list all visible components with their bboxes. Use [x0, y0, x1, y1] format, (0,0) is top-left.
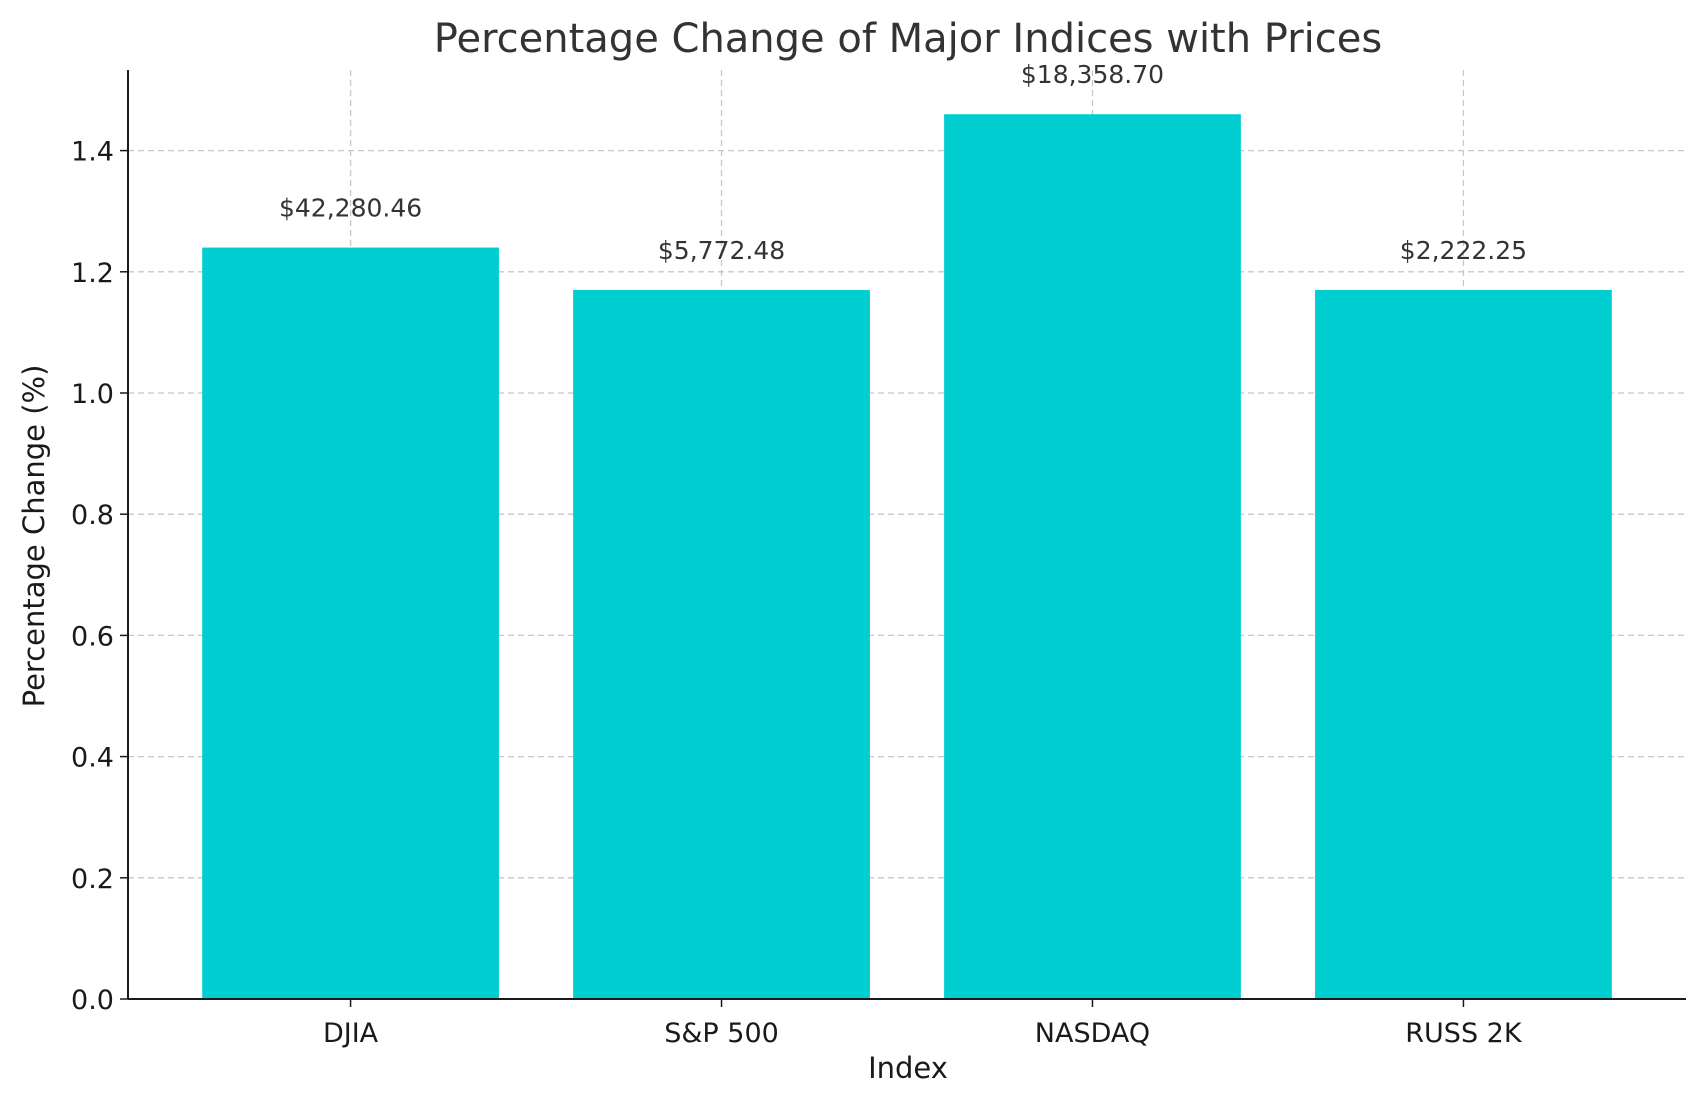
bar-djia: [202, 247, 499, 1000]
bars: [202, 114, 1612, 1000]
y-tick-label: 1.2: [71, 258, 114, 289]
x-tick-label: NASDAQ: [1035, 1018, 1150, 1049]
y-tick-label: 0.8: [71, 500, 114, 531]
axes: 0.0 0.2 0.4 0.6 0.8 1.0 1.2 1.4 DJIA S&P 500 NASDA…: [71, 70, 1686, 1049]
bar-data-label: $42,280.46: [279, 194, 422, 223]
y-tick-label: 1.4: [71, 137, 114, 168]
x-tick-label: RUSS 2K: [1405, 1018, 1523, 1049]
x-tick-label: S&P 500: [664, 1018, 779, 1049]
y-tick-label: 0.4: [71, 743, 114, 774]
x-axis-label: Index: [868, 1051, 948, 1085]
y-tick-label: 0.6: [71, 621, 114, 652]
x-tick-label: DJIA: [323, 1018, 379, 1049]
bar-data-label: $18,358.70: [1021, 60, 1164, 89]
bar-data-label: $2,222.25: [1400, 236, 1527, 265]
data-labels: $42,280.46 $5,772.48 $18,358.70 $2,222.25: [279, 60, 1527, 265]
y-tick-label: 1.0: [71, 379, 114, 410]
chart-title: Percentage Change of Major Indices with …: [434, 16, 1382, 62]
bar-nasdaq: [944, 114, 1241, 999]
bar-data-label: $5,772.48: [658, 236, 785, 265]
bar-russ-2k: [1315, 289, 1612, 999]
y-tick-label: 0.2: [71, 864, 114, 895]
y-axis-label: Percentage Change (%): [17, 365, 51, 708]
bar-s-p-500: [573, 289, 870, 999]
y-tick-label: 0.0: [71, 985, 114, 1016]
